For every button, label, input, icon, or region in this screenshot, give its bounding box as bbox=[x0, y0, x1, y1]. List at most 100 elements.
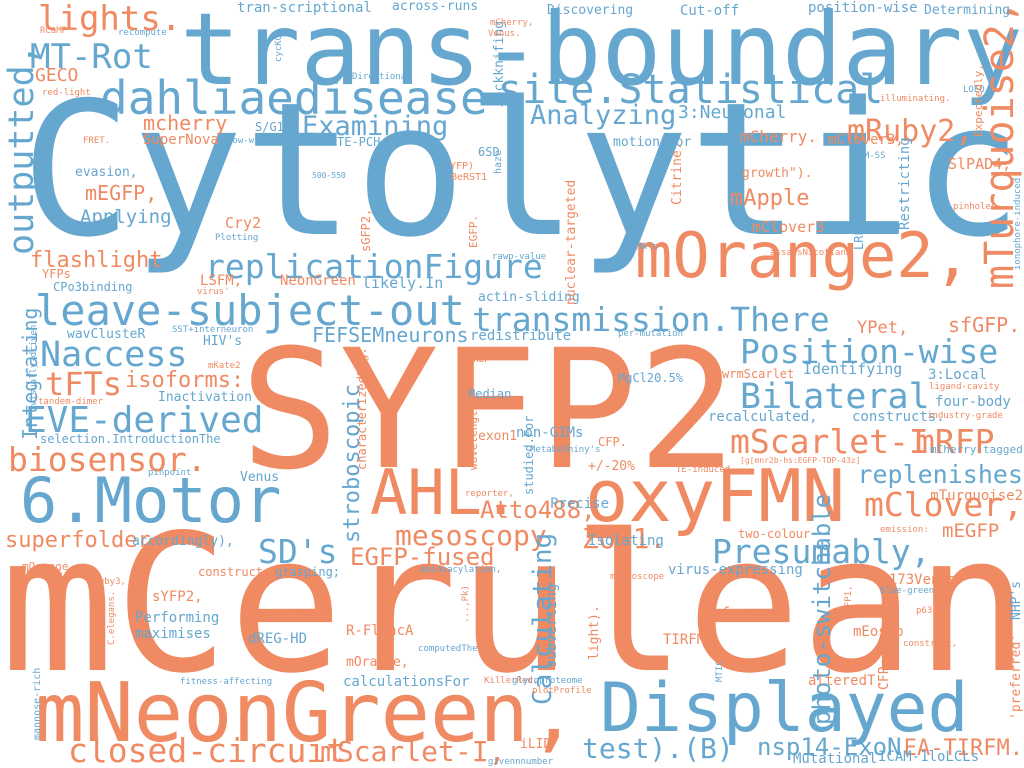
cloud-word-oxyfmn: oxyFMN bbox=[585, 454, 846, 538]
cloud-word-egfp: EGFP. bbox=[467, 214, 480, 248]
cloud-word-cfp: CFP bbox=[877, 666, 892, 690]
cloud-word-yfps: YFPs bbox=[42, 267, 71, 281]
cloud-word-ahl: AHL. bbox=[370, 456, 520, 529]
cloud-word-mruby2: mRuby2, bbox=[847, 114, 974, 149]
cloud-word-c-elegans: C.elegans. bbox=[107, 590, 117, 645]
cloud-word-500-550: 500-550 bbox=[312, 171, 346, 180]
cloud-word-givennnumber: givennnumber bbox=[488, 757, 554, 767]
cloud-word-s-g1: S/G1 bbox=[255, 120, 284, 134]
cloud-word-growth: growth"). bbox=[742, 166, 813, 181]
cloud-word-flashlight: flashlight bbox=[30, 248, 163, 273]
cloud-word-p63: p63. bbox=[916, 606, 938, 616]
cloud-word-atto488: Atto488, bbox=[480, 496, 596, 524]
cloud-word-egfp-fused: EGFP-fused bbox=[350, 543, 495, 571]
cloud-word-dahliaedisease: dahliaedisease bbox=[100, 71, 488, 125]
cloud-word-exon1: exon1 bbox=[478, 429, 518, 444]
cloud-word-construct: construct, bbox=[903, 639, 958, 649]
cloud-word-preferred: 'preferred' bbox=[1009, 633, 1024, 720]
cloud-word-replicationfigure: replicationFigure bbox=[205, 247, 543, 286]
cloud-word-mclover3: mClover3 bbox=[752, 218, 825, 236]
cloud-word-mrfp: mRFP bbox=[915, 422, 995, 461]
cloud-word-tandem-dimer: tandem-dimer bbox=[38, 397, 104, 407]
cloud-word-nsp14-exon: nsp14-ExoN bbox=[757, 733, 902, 761]
cloud-word-pinpoint: pinpoint bbox=[148, 468, 192, 478]
cloud-word-wavelengths: wavelengths. bbox=[467, 390, 480, 470]
cloud-word-emission: emission: bbox=[880, 525, 929, 535]
cloud-word-isoforms: isoforms: bbox=[125, 368, 245, 393]
cloud-word-wavcluster: wavClusteR bbox=[67, 327, 146, 342]
cloud-word-r-flinca: R-FlincA bbox=[346, 623, 414, 639]
cloud-word-sgfp2: sGFP2, bbox=[359, 208, 373, 252]
cloud-word-tfts: tFTs bbox=[45, 365, 123, 403]
cloud-word-neongreen: NeonGreen bbox=[280, 273, 356, 289]
cloud-word-yfp: YFP) bbox=[450, 161, 475, 172]
cloud-word-fkbp: FKBP bbox=[468, 355, 490, 365]
cloud-word-virus: virus' bbox=[197, 287, 230, 297]
cloud-word-mapple: mApple bbox=[730, 186, 810, 211]
cloud-word-mscarlet-i: mScarlet-I bbox=[730, 422, 929, 461]
cloud-word-superfolder: superfolder bbox=[5, 528, 151, 553]
cloud-word-mruby3: mRuby3, bbox=[88, 577, 126, 587]
cloud-word-syfp2: sYFP2, bbox=[152, 589, 203, 605]
cloud-word-mturquoise2: mTurquoise2 bbox=[930, 488, 1023, 504]
cloud-word-megfp: mEGFP bbox=[942, 520, 1000, 542]
cloud-word-examining: Examining bbox=[302, 111, 449, 142]
cloud-word-industry-grade: industry-grade bbox=[927, 411, 1003, 421]
cloud-word-mtic: MTIC bbox=[715, 660, 725, 682]
cloud-word-cut-off: Cut-off bbox=[680, 3, 740, 19]
cloud-word-reporter: reporter, bbox=[465, 489, 514, 499]
cloud-word-performing: Performing bbox=[135, 610, 220, 626]
cloud-word-plotting: Plotting bbox=[215, 233, 259, 243]
cloud-word-recalculated: recalculated, bbox=[708, 409, 818, 425]
cloud-word-sd-s: SD's bbox=[258, 532, 338, 571]
cloud-word-mt-rot: MT-Rot bbox=[30, 37, 153, 77]
cloud-word-ligand-cavity: ligand-cavity bbox=[929, 382, 1000, 392]
cloud-word-replenishes: replenishes bbox=[857, 460, 1023, 489]
cloud-word-presumably: Presumably, bbox=[712, 532, 931, 571]
cloud-word-biosensor: biosensor. bbox=[8, 440, 207, 479]
cloud-word-slpad4: SlPAD4, bbox=[948, 155, 1012, 173]
cloud-word-cem-ss: CEM-SS bbox=[853, 151, 886, 161]
cloud-word-hiv-s: HIV's bbox=[203, 334, 243, 349]
cloud-word-cracle: 'cRacle' bbox=[617, 592, 632, 655]
cloud-word-plotprofile: plotProfile bbox=[532, 686, 592, 696]
cloud-word-icam-1lolcls: ICAM-1loLCLs bbox=[878, 749, 980, 765]
cloud-word-mcherry-tagged: mCherry-tagged bbox=[930, 443, 1023, 456]
cloud-word-meos4b: mEos4b bbox=[853, 624, 904, 640]
cloud-word-displayed: Displayed bbox=[600, 669, 969, 748]
cloud-word-cytolytic: Cytolytic bbox=[20, 62, 1023, 278]
cloud-word-non-gims: non-GIMs bbox=[516, 425, 584, 441]
cloud-word-closed-circuit: closed-circuit bbox=[68, 731, 347, 768]
cloud-word-four-body: four-body bbox=[935, 394, 1011, 410]
cloud-word-median: Median bbox=[468, 387, 512, 401]
cloud-word-lrp6: LRP6. bbox=[852, 213, 866, 250]
cloud-word-computedthe: computedThe bbox=[418, 644, 478, 654]
cloud-word-trans-boundary: trans-boundary bbox=[180, 0, 1023, 108]
cloud-word-cry2: Cry2 bbox=[225, 214, 262, 232]
cloud-word-citrine: Citrine. bbox=[670, 142, 685, 205]
cloud-word-actin-sliding: actin-sliding bbox=[478, 290, 580, 305]
cloud-word-redistribute: redistribute bbox=[470, 328, 572, 344]
cloud-word-two-colour: two-colour bbox=[738, 527, 811, 541]
cloud-word-analyzing: Analyzing bbox=[530, 100, 677, 131]
cloud-word-te-induced: TE-induced bbox=[676, 465, 731, 475]
cloud-word-blue-green: blue-green bbox=[880, 586, 935, 596]
cloud-word-accordingly: accordingly), bbox=[132, 534, 234, 549]
cloud-word-ea-tirfm: EA-TIRFM. bbox=[903, 736, 1023, 761]
cloud-word-per-mutation: per-mutation bbox=[618, 329, 684, 339]
cloud-word-eve-derived: EVE-derived bbox=[25, 400, 264, 441]
cloud-word-berst1: BeRST1 bbox=[451, 172, 488, 183]
cloud-word-3-local: 3:Local bbox=[928, 367, 988, 383]
cloud-word-transmission-there: transmission.There bbox=[472, 300, 830, 339]
cloud-word-alteredt: alteredT. bbox=[808, 673, 884, 689]
cloud-word-smolm: SMOLM bbox=[842, 565, 879, 579]
cloud-word-mscarlet-i: mScarlet-I, bbox=[320, 735, 506, 768]
cloud-word-cfp: CFP. bbox=[598, 435, 627, 449]
cloud-word-macroscope: macroscope bbox=[610, 572, 665, 582]
cloud-word-supernova: SuperNova bbox=[143, 132, 219, 148]
cloud-word-characterizedfig: characterizedFig. bbox=[355, 347, 369, 470]
cloud-word-glycoproteome: glycoproteome bbox=[512, 676, 583, 686]
cloud-word-mkate2: mKate2 bbox=[208, 361, 241, 371]
cloud-word-inactivation: Inactivation bbox=[158, 390, 252, 405]
